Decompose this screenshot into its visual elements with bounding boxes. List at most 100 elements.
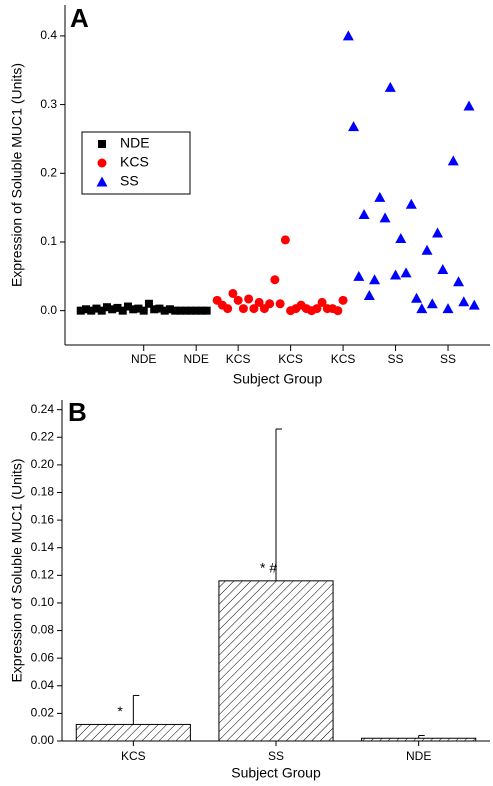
point [405,198,417,209]
x-tick-label: NDE [406,749,431,763]
point [150,305,159,314]
point [442,303,454,314]
point [254,297,264,307]
point [395,233,407,244]
point [342,30,354,41]
annotation: * [117,703,123,719]
point [369,274,381,285]
point [113,303,122,312]
point [123,302,132,311]
point [363,290,375,301]
y-axis-label: Expression of Soluble MUC1 (Units) [9,458,25,682]
point [379,212,391,223]
y-tick-label: 0.3 [40,97,57,111]
point [102,303,111,312]
y-tick-label: 0.14 [31,540,55,554]
point [421,244,433,255]
point [202,306,211,315]
y-tick-label: 0.00 [31,733,55,747]
point [134,304,143,313]
point [348,121,360,132]
y-tick-label: 0.22 [31,429,55,443]
point [228,288,238,298]
point [160,306,169,315]
point [129,305,138,314]
y-tick-label: 0.2 [40,165,57,179]
point [317,297,327,307]
point [390,269,402,280]
point [374,191,386,202]
x-tick-label: NDE [184,352,209,366]
y-tick-label: 0.08 [31,623,55,637]
point [384,81,396,92]
point [233,295,243,305]
point [144,299,153,308]
panel-label: B [68,397,87,427]
panel-label: A [70,3,89,33]
point [108,305,117,314]
point [265,299,275,309]
y-tick-label: 0.06 [31,650,55,664]
legend-marker [97,158,107,168]
point [437,263,449,274]
annotation: * # [260,560,277,576]
y-tick-label: 0.02 [31,706,55,720]
point [87,306,96,315]
point [463,100,475,111]
y-tick-label: 0.10 [31,595,55,609]
x-tick-label: KCS [121,749,146,763]
bar [75,723,191,742]
point [81,305,90,314]
legend-label: NDE [120,135,150,151]
point [338,295,348,305]
y-tick-label: 0.20 [31,457,55,471]
legend-marker [98,140,106,148]
y-tick-label: 0.12 [31,568,55,582]
point [426,298,438,309]
point [223,304,233,314]
point [353,270,365,281]
y-tick-label: 0.1 [40,234,57,248]
x-tick-label: SS [388,352,404,366]
y-tick-label: 0.16 [31,512,55,526]
point [447,155,459,166]
point [197,306,206,315]
point [411,292,423,303]
point [76,306,85,315]
point [249,304,259,314]
point [333,306,343,316]
point [139,306,148,315]
legend-label: KCS [120,154,149,170]
point [171,306,180,315]
point [97,306,106,315]
legend-marker [96,176,108,187]
point [176,306,185,315]
point [453,276,465,287]
x-axis-label: Subject Group [231,765,321,781]
x-tick-label: NDE [131,352,156,366]
point [416,303,428,314]
point [186,306,195,315]
bar [361,737,477,742]
legend-label: SS [120,173,139,189]
x-tick-label: KCS [278,352,303,366]
y-tick-label: 0.04 [31,678,55,692]
point [192,306,201,315]
point [92,304,101,313]
point [468,299,480,310]
point [400,267,412,278]
x-tick-label: SS [268,749,284,763]
y-tick-label: 0.0 [40,303,57,317]
y-tick-label: 0.4 [40,28,57,42]
point [358,208,370,219]
point [270,275,280,285]
y-tick-label: 0.18 [31,485,55,499]
x-tick-label: SS [440,352,456,366]
point [155,304,164,313]
point [118,306,127,315]
y-tick-label: 0.24 [31,402,55,416]
y-axis-label: Expression of Soluble MUC1 (Units) [9,63,25,287]
point [312,304,322,314]
bar [218,580,334,742]
